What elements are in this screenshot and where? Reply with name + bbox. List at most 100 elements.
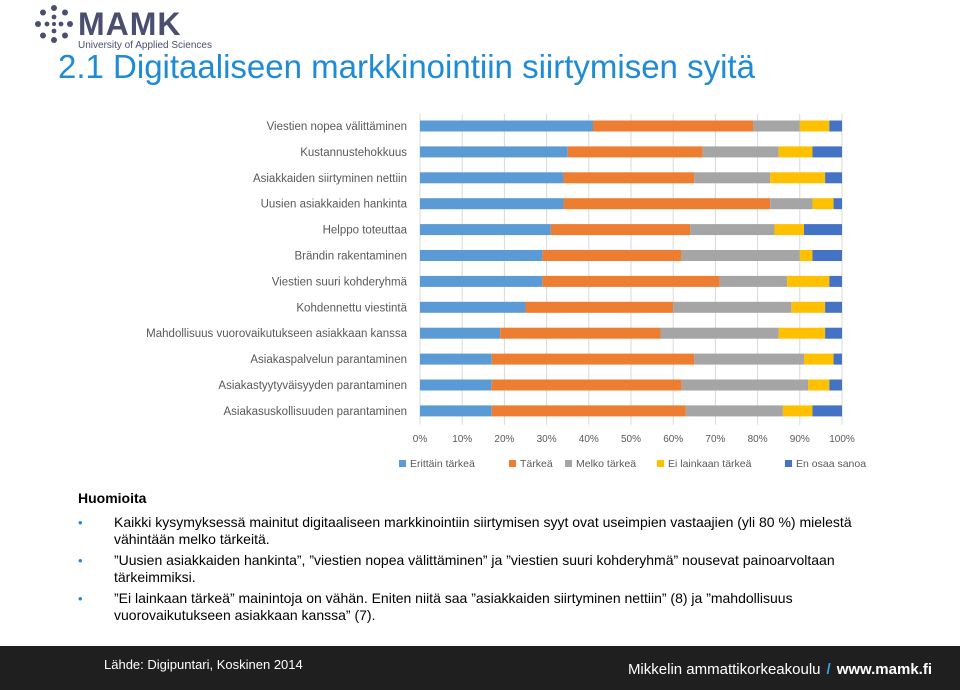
chart-bar-segment <box>542 275 720 287</box>
footer-org: Mikkelin ammattikorkeakoulu <box>627 661 821 678</box>
chart-bar-segment <box>799 120 830 132</box>
chart-bar-segment <box>500 327 661 339</box>
note-item: Kaikki kysymyksessä mainitut digitaalise… <box>78 514 874 548</box>
chart-bar-segment <box>812 250 842 261</box>
chart-bar-segment <box>804 353 834 365</box>
footer-org-block: Mikkelin ammattikorkeakoulu / www.mamk.fi <box>628 661 932 678</box>
chart-bar-segment <box>829 275 842 287</box>
chart-x-tick-label: 100% <box>829 434 855 445</box>
chart-x-ticks: 0% 10% 20% 30% 40% 50% 60% 70% 80% 90% 100% <box>413 434 855 445</box>
chart-x-tick-label: 50% <box>621 434 641 445</box>
chart-bars <box>420 120 842 417</box>
chart-category-label: Viestien suuri kohderyhmä <box>272 276 408 288</box>
chart-x-tick-label: 80% <box>748 434 768 445</box>
chart-bar-segment <box>542 250 682 261</box>
chart-x-tick-label: 40% <box>579 434 599 445</box>
chart-bar-segment <box>812 198 834 210</box>
chart-bar-segment <box>420 405 492 417</box>
chart-bar-segment <box>812 405 842 417</box>
chart-bar-segment <box>681 250 800 261</box>
chart-bar-segment <box>694 353 805 365</box>
chart-bar-segment <box>719 275 788 287</box>
chart-bar-segment <box>563 198 771 210</box>
chart-x-tick-label: 60% <box>663 434 683 445</box>
notes-heading: Huomioita <box>78 490 147 506</box>
logo-text: MAMK <box>78 6 182 42</box>
legend-label: Tärkeä <box>520 458 553 470</box>
page-title: 2.1 Digitaaliseen markkinointiin siirtym… <box>58 48 755 85</box>
chart-bar-segment <box>825 301 842 313</box>
footer-separator: / <box>826 661 831 678</box>
logo-subtitle: University of Applied Sciences <box>78 40 212 51</box>
chart-bar-segment <box>799 250 813 261</box>
chart-bar-segment <box>791 301 826 313</box>
chart-bar-segment <box>753 120 800 132</box>
chart-category-label: Asiakkaiden siirtyminen nettiin <box>253 173 407 185</box>
chart-bar-segment <box>660 327 779 339</box>
chart-bar-segment <box>525 301 674 313</box>
legend-swatch <box>399 460 406 467</box>
chart-bar-segment <box>804 224 842 236</box>
legend-swatch <box>657 460 664 467</box>
chart-category-label: Kustannustehokkuus <box>300 147 407 159</box>
footer-source: Lähde: Digipuntari, Koskinen 2014 <box>104 657 303 672</box>
legend-swatch <box>785 460 792 467</box>
chart-category-label: Helppo toteuttaa <box>323 225 408 237</box>
chart-bar-segment <box>808 379 830 391</box>
legend-swatch <box>565 460 572 467</box>
chart-bar-segment <box>778 327 826 339</box>
chart-bar-segment <box>420 301 526 313</box>
chart-bar-segment <box>702 146 779 158</box>
chart-bar-segment <box>420 172 564 184</box>
chart-category-label: Asiakasuskollisuuden parantaminen <box>224 406 407 418</box>
notes-section: Huomioita Kaikki kysymyksessä mainitut d… <box>78 490 938 628</box>
chart-bar-segment <box>690 224 775 236</box>
chart-bar-segment <box>593 120 754 132</box>
mamk-logo: MAMK University of Applied Sciences <box>34 4 234 51</box>
chart-category-label: Kohdennettu viestintä <box>296 302 407 314</box>
chart-bar-segment <box>420 250 543 261</box>
legend-label: En osaa sanoa <box>796 458 866 470</box>
chart-bar-segment <box>491 379 682 391</box>
legend-label: Melko tärkeä <box>576 458 636 470</box>
chart-bar-segment <box>420 379 492 391</box>
chart-bar-segment <box>420 198 564 210</box>
notes-list: Kaikki kysymyksessä mainitut digitaalise… <box>78 514 938 624</box>
note-item: ”Ei lainkaan tärkeä” mainintoja on vähän… <box>78 590 874 624</box>
chart-category-label: Brändin rakentaminen <box>294 251 407 263</box>
chart-bar-segment <box>685 405 783 417</box>
chart-bar-segment <box>563 172 695 184</box>
stacked-bar-chart: Viestien nopea välittäminen Kustannusteho… <box>146 114 866 470</box>
chart-x-tick-label: 30% <box>537 434 557 445</box>
chart-x-tick-label: 20% <box>494 434 514 445</box>
chart-bar-segment <box>420 327 501 339</box>
chart-bar-segment <box>550 224 691 236</box>
chart-bar-segment <box>774 224 805 236</box>
chart-x-tick-label: 90% <box>790 434 810 445</box>
footer-url-link[interactable]: www.mamk.fi <box>836 661 932 678</box>
chart-bar-segment <box>491 405 686 417</box>
chart-legend: Erittäin tärkeä Tärkeä Melko tärkeä Ei lain… <box>399 458 866 470</box>
chart-bar-segment <box>825 327 842 339</box>
chart-bar-segment <box>833 198 842 210</box>
chart-bar-segment <box>787 275 830 287</box>
chart-bar-segment <box>825 172 842 184</box>
chart-x-tick-label: 70% <box>705 434 725 445</box>
chart-bar-segment <box>420 275 543 287</box>
chart-bar-segment <box>770 172 826 184</box>
legend-label: Erittäin tärkeä <box>410 458 475 470</box>
legend-swatch <box>509 460 516 467</box>
chart-bar-segment <box>491 353 695 365</box>
chart-bar-segment <box>829 379 842 391</box>
chart-bar-segment <box>420 120 594 132</box>
chart-category-label: Mahdollisuus vuorovaikutukseen asiakkaan… <box>146 328 407 340</box>
chart-bar-segment <box>833 353 842 365</box>
chart-bar-segment <box>673 301 792 313</box>
chart-bar-segment <box>567 146 703 158</box>
footer-bar: Lähde: Digipuntari, Koskinen 2014 Mikkel… <box>0 646 960 690</box>
chart-bar-segment <box>782 405 813 417</box>
chart-category-label: Viestien nopea välittäminen <box>267 121 407 133</box>
chart-x-tick-label: 0% <box>413 434 428 445</box>
chart-category-label: Asiakastyytyväisyyden parantaminen <box>218 380 407 392</box>
chart-bar-segment <box>420 353 492 365</box>
